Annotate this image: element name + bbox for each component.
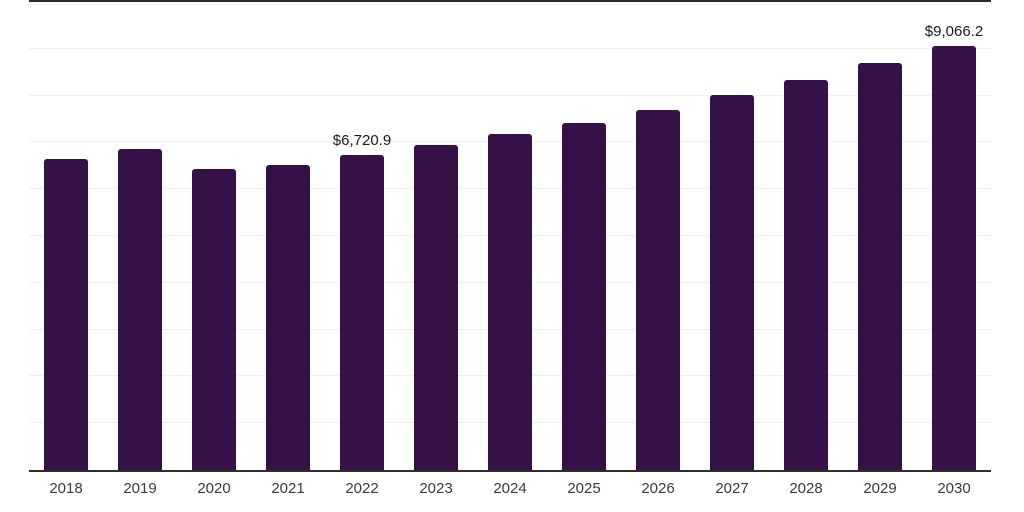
bar-slot-2019 [103,2,177,470]
bar-slot-2030: $9,066.2 [917,2,991,470]
bar-slot-2023 [399,2,473,470]
bar-2019[interactable] [118,148,162,470]
x-tick-2018: 2018 [49,480,83,497]
bar-slot-2028 [769,2,843,470]
bar-2030[interactable] [932,45,976,470]
bar-2018[interactable] [44,158,88,470]
x-tick-2023: 2023 [419,480,453,497]
bar-2023[interactable] [414,144,458,470]
x-tick-2027: 2027 [715,480,749,497]
bar-2020[interactable] [192,168,236,470]
bar-slot-2022: $6,720.9 [325,2,399,470]
bar-slot-2029 [843,2,917,470]
bar-2021[interactable] [266,164,310,470]
bar-slot-2021 [251,2,325,470]
x-tick-2029: 2029 [863,480,897,497]
x-tick-2025: 2025 [567,480,601,497]
x-axis-tick-labels: 2018 2019 2020 2021 2022 2023 2024 2025 2026 2027… [29,481,991,497]
bar-2029[interactable] [858,63,902,470]
bar-slot-2026 [621,2,695,470]
bar-slot-2024 [473,2,547,470]
x-tick-2030: 2030 [937,480,971,497]
bar-slot-2025 [547,2,621,470]
bar-2022[interactable] [340,155,384,470]
bar-slot-2027 [695,2,769,470]
gridline [29,47,991,49]
x-tick-2028: 2028 [789,480,823,497]
x-tick-2021: 2021 [271,480,305,497]
bar-series: $6,720.9 $9,066.2 [29,2,991,470]
bar-2028[interactable] [784,79,828,470]
value-label-2022: $6,720.9 [332,132,392,150]
x-tick-2026: 2026 [641,480,675,497]
bar-2025[interactable] [562,123,606,470]
x-tick-2019: 2019 [123,480,157,497]
bar-slot-2018 [29,2,103,470]
bar-2026[interactable] [636,109,680,470]
bar-2024[interactable] [488,133,532,470]
x-tick-2020: 2020 [197,480,231,497]
bar-2027[interactable] [710,94,754,470]
x-tick-2022: 2022 [345,480,379,497]
bar-slot-2020 [177,2,251,470]
value-label-2030: $9,066.2 [924,22,984,40]
gridline [29,94,991,96]
x-tick-2024: 2024 [493,480,527,497]
plot-area: $6,720.9 $9,066.2 [29,0,991,472]
